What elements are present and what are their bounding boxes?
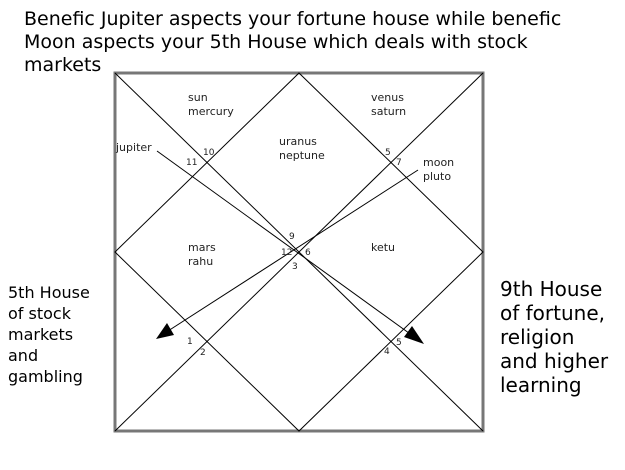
planet-sun: sun <box>188 91 208 104</box>
note-line: and higher <box>500 349 609 373</box>
house-number: 6 <box>305 248 311 258</box>
house-number: 9 <box>289 232 295 242</box>
house-number: 5 <box>396 338 402 348</box>
planet-mars: mars <box>188 241 216 254</box>
moon-aspect-line <box>167 169 419 332</box>
planet-moon: moon <box>423 156 454 169</box>
planet-rahu: rahu <box>188 255 213 268</box>
planet-saturn: saturn <box>371 105 406 118</box>
planet-uranus: uranus <box>279 135 317 148</box>
ninth-house-note: 9th House of fortune, religion and highe… <box>500 277 608 397</box>
house-number: 11 <box>186 158 197 168</box>
fifth-house-note: 5th House of stock markets and gambling <box>8 282 90 387</box>
house-number: 7 <box>396 158 402 168</box>
house-number: 3 <box>292 262 298 272</box>
caption: Benefic Jupiter aspects your fortune hou… <box>24 8 620 77</box>
planet-neptune: neptune <box>279 149 325 162</box>
planet-pluto: pluto <box>423 170 451 183</box>
note-line: 9th House <box>500 277 603 301</box>
house-number: 5 <box>385 148 391 158</box>
note-line: and <box>8 346 39 365</box>
moon-arrowhead <box>156 323 174 339</box>
note-line: religion <box>500 325 575 349</box>
jupiter-aspect-line <box>156 150 414 337</box>
diagonal-anti <box>114 72 484 432</box>
planet-venus: venus <box>371 91 404 104</box>
note-line: markets <box>8 325 74 344</box>
planet-ketu: ketu <box>371 241 395 254</box>
house-number: 1 <box>187 337 193 347</box>
caption-line-2: Moon aspects your 5th House which deals … <box>24 31 528 53</box>
note-line: learning <box>500 373 582 397</box>
house-number: 4 <box>384 347 390 357</box>
note-line: gambling <box>8 367 83 386</box>
caption-line-3: markets <box>24 54 102 76</box>
planet-jupiter: jupiter <box>115 141 152 154</box>
house-number: 2 <box>200 348 206 358</box>
note-line: of fortune, <box>500 301 605 325</box>
house-number: 10 <box>203 148 215 158</box>
jupiter-arrowhead <box>404 326 424 344</box>
note-line: 5th House <box>8 283 90 302</box>
caption-line-1: Benefic Jupiter aspects your fortune hou… <box>24 8 562 30</box>
house-number: 12 <box>281 248 292 258</box>
inner-diamond <box>114 72 484 432</box>
note-line: of stock <box>8 304 71 323</box>
planet-mercury: mercury <box>188 105 234 118</box>
